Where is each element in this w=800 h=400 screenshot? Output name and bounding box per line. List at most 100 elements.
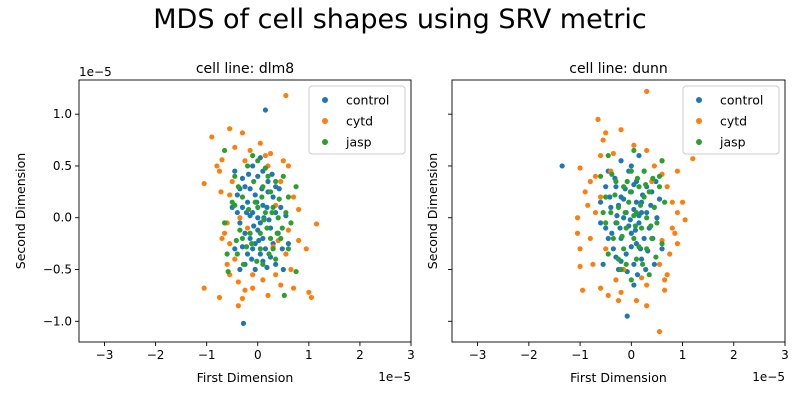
data-point-cytd [674,241,681,247]
data-point-cytd [257,140,263,146]
data-point-jasp [274,230,280,236]
data-point-jasp [293,184,299,190]
x-tick-label: 1 [305,348,313,362]
data-point-cytd [308,294,314,301]
data-point-control [242,184,248,190]
data-point-jasp [233,237,239,244]
legend-label: cytd [346,114,373,129]
data-point-jasp [636,184,642,190]
data-point-control [623,251,629,257]
data-point-control [247,235,253,242]
data-point-cytd [221,230,228,236]
data-point-control [617,225,623,231]
data-point-control [621,215,627,221]
y-axis-label: Second Dimension [425,153,440,269]
legend-marker-control [696,97,702,103]
y-axis-label: Second Dimension [13,153,28,269]
data-point-control [638,256,645,262]
data-point-control [247,213,253,219]
data-point-jasp [644,246,650,252]
data-point-cytd [232,256,238,262]
data-point-control [232,168,238,174]
data-point-control [610,246,616,252]
x-tick-label: −1 [198,348,216,362]
data-point-control [260,235,266,242]
data-point-control [627,217,633,223]
data-point-control [257,220,263,226]
data-point-jasp [293,268,299,275]
data-point-cytd [201,285,207,291]
legend-label: cytd [720,114,747,129]
data-point-control [264,204,270,210]
data-point-cytd [656,329,663,335]
data-point-control [614,213,620,219]
data-point-cytd [638,275,645,281]
data-point-jasp [237,227,243,233]
x-tick-label: −3 [96,348,114,362]
data-point-jasp [252,199,258,205]
data-point-cytd [290,194,297,200]
data-point-jasp [221,147,228,154]
legend-label: jasp [719,135,746,150]
data-point-jasp [643,181,649,188]
data-point-jasp [612,192,618,198]
data-point-jasp [649,235,655,242]
y-tick-label: −0.5 [43,263,72,277]
panel-title: cell line: dunn [569,61,667,77]
data-point-cytd [600,137,606,143]
x-tick-label: −3 [469,348,487,362]
x-tick-label: −2 [520,348,538,362]
data-point-control [628,230,634,236]
axes-frame [78,79,412,343]
data-point-jasp [662,199,668,205]
data-point-jasp [613,178,619,185]
data-point-jasp [225,268,231,275]
data-point-cytd [662,287,668,293]
data-point-jasp [273,256,279,262]
data-point-control [252,192,258,198]
data-point-cytd [580,287,586,293]
data-point-cytd [209,134,215,140]
data-point-control [264,264,270,271]
data-point-control [597,220,604,226]
x-tick-label: 0 [254,348,262,362]
data-point-jasp [634,175,641,181]
data-point-cytd [574,230,581,236]
data-point-control [255,215,261,221]
data-point-cytd [242,287,248,293]
data-point-control [262,107,269,113]
data-point-jasp [255,204,261,210]
data-point-control [559,163,565,169]
data-point-control [631,261,637,267]
data-point-jasp [232,202,238,208]
data-point-jasp [600,209,606,216]
data-point-cytd [597,194,604,200]
data-point-cytd [201,180,207,187]
data-point-cytd [232,144,238,150]
data-point-jasp [260,184,266,190]
data-point-jasp [276,196,282,202]
points-layer [201,92,320,326]
legend: control cytd jasp [682,85,780,155]
data-point-control [643,266,649,273]
data-point-jasp [659,158,665,164]
data-point-control [285,241,292,247]
y-tick-label: 1.0 [53,107,72,121]
data-point-jasp [644,215,650,221]
x-axis-label: First Dimension [570,370,667,385]
data-point-control [251,223,257,229]
axes-frame [451,79,786,343]
legend-marker-cytd [696,118,702,124]
data-point-jasp [270,246,276,252]
data-point-cytd [278,178,284,185]
data-point-cytd [313,221,320,227]
data-point-cytd [283,92,289,99]
data-point-jasp [288,220,294,226]
data-point-jasp [605,251,611,257]
data-point-control [255,173,261,179]
data-point-cytd [250,285,256,291]
data-point-cytd [577,263,583,270]
data-point-jasp [615,256,622,262]
data-point-cytd [631,142,637,148]
data-point-cytd [296,206,302,213]
